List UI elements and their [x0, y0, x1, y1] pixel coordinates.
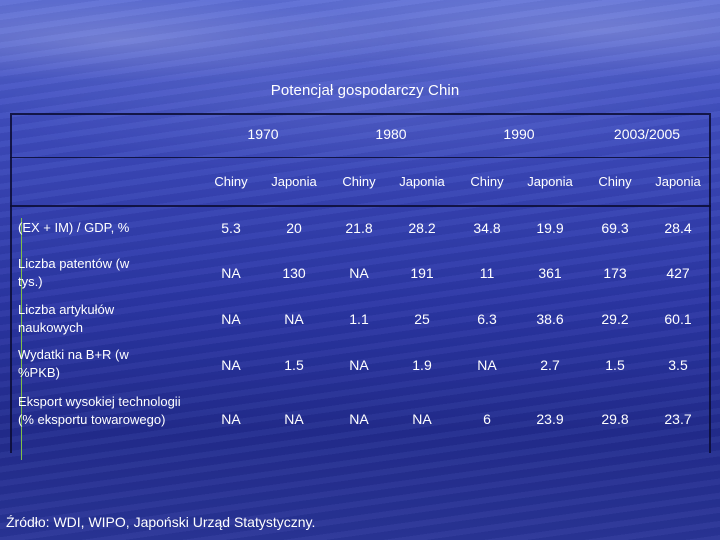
- country-header: Chiny: [470, 174, 504, 189]
- table-cell: 29.2: [601, 311, 629, 327]
- page-title: Potencjał gospodarczy Chin: [270, 82, 460, 99]
- table-cell: 23.9: [536, 411, 564, 427]
- table-cell: 427: [666, 265, 690, 281]
- country-header: Japonia: [527, 174, 573, 189]
- country-header: Chiny: [598, 174, 632, 189]
- table-cell: 1.9: [412, 357, 432, 373]
- row-label: (EX + IM) / GDP, %: [18, 220, 130, 235]
- table-cell: 60.1: [664, 311, 692, 327]
- table-cell: NA: [412, 411, 432, 427]
- table-cell: 1.5: [605, 357, 625, 373]
- header-divider-bottom: [10, 205, 711, 207]
- table-cell: 361: [538, 265, 562, 281]
- table-cell: 69.3: [601, 220, 629, 236]
- table-cell: 6.3: [477, 311, 497, 327]
- table-cell: 20: [286, 220, 302, 236]
- table-cell: NA: [349, 357, 369, 373]
- table-cell: 28.4: [664, 220, 692, 236]
- table-cell: 25: [414, 311, 430, 327]
- table-cell: 38.6: [536, 311, 564, 327]
- row-label: Liczba patentów (w tys.): [18, 256, 130, 289]
- table-cell: 28.2: [408, 220, 436, 236]
- table-cell: NA: [477, 357, 497, 373]
- table-cell: 6: [483, 411, 491, 427]
- table-cell: 5.3: [221, 220, 241, 236]
- table-cell: 173: [603, 265, 627, 281]
- table-cell: NA: [221, 311, 241, 327]
- year-header-1980: 1980: [375, 126, 407, 142]
- table-cell: 34.8: [473, 220, 501, 236]
- year-header-2003-2005: 2003/2005: [613, 126, 681, 142]
- table-cell: 1.5: [284, 357, 304, 373]
- table-cell: NA: [349, 411, 369, 427]
- table-cell: 191: [410, 265, 434, 281]
- table-cell: NA: [221, 265, 241, 281]
- country-header: Japonia: [399, 174, 445, 189]
- table-cell: 2.7: [540, 357, 560, 373]
- header-divider: [10, 157, 711, 158]
- table-cell: NA: [284, 311, 304, 327]
- country-header: Chiny: [214, 174, 248, 189]
- country-header: Japonia: [271, 174, 317, 189]
- country-header: Japonia: [655, 174, 701, 189]
- table-cell: NA: [284, 411, 304, 427]
- table-cell: NA: [349, 265, 369, 281]
- table-cell: 1.1: [349, 311, 369, 327]
- table-cell: 3.5: [668, 357, 688, 373]
- table-cell: NA: [221, 357, 241, 373]
- row-label: Wydatki na B+R (w %PKB): [18, 347, 129, 380]
- data-table: [10, 113, 711, 453]
- table-cell: 11: [479, 265, 495, 281]
- table-cell: 19.9: [536, 220, 564, 236]
- table-cell: 21.8: [345, 220, 373, 236]
- table-cell: 23.7: [664, 411, 692, 427]
- year-header-1990: 1990: [503, 126, 535, 142]
- row-label: Eksport wysokiej technologii (% eksportu…: [18, 394, 181, 427]
- row-label-accent-line: [21, 218, 22, 460]
- table-cell: 130: [282, 265, 306, 281]
- country-header: Chiny: [342, 174, 376, 189]
- row-label: Liczba artykułów naukowych: [18, 302, 115, 335]
- table-cell: 29.8: [601, 411, 629, 427]
- table-cell: NA: [221, 411, 241, 427]
- year-header-1970: 1970: [247, 126, 279, 142]
- source-note: Źródło: WDI, WIPO, Japoński Urząd Statys…: [6, 514, 316, 530]
